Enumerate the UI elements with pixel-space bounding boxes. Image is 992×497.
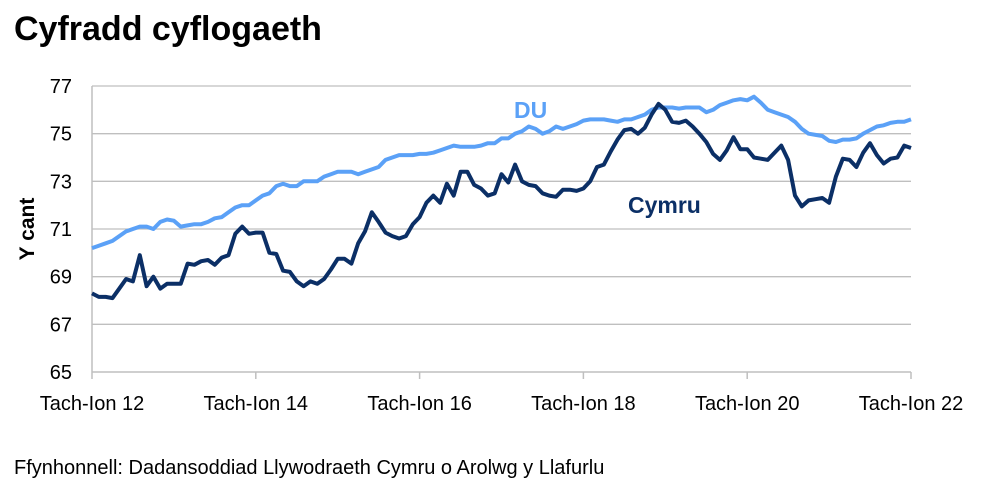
gridlines xyxy=(92,85,911,325)
source-note: Ffynhonnell: Dadansoddiad Llywodraeth Cy… xyxy=(14,457,605,479)
y-axis-label: Y cant xyxy=(16,198,39,261)
x-tick-label: Tach-Ion 12 xyxy=(40,393,145,415)
y-tick-labels: 65 67 69 71 73 75 77 xyxy=(50,76,72,384)
x-tick-label: Tach-Ion 16 xyxy=(367,393,472,415)
axes xyxy=(91,86,912,379)
series-line-du xyxy=(91,94,912,250)
y-tick-label: 71 xyxy=(50,219,72,241)
y-tick-label: 77 xyxy=(50,76,72,98)
y-tick-label: 67 xyxy=(50,314,72,336)
x-tick-labels: Tach-Ion 12 Tach-Ion 14 Tach-Ion 16 Tach-Io… xyxy=(40,393,964,415)
x-tick-label: Tach-Ion 22 xyxy=(859,393,964,415)
y-tick-label: 73 xyxy=(50,171,72,193)
series-label-du: DU xyxy=(514,97,547,123)
series-line-cymru xyxy=(91,101,912,301)
series-lines xyxy=(91,94,912,301)
series-label-cymru: Cymru xyxy=(628,192,701,218)
x-tick-label: Tach-Ion 14 xyxy=(204,393,309,415)
y-tick-label: 65 xyxy=(50,362,72,384)
y-tick-label: 69 xyxy=(50,267,72,289)
chart-title: Cyfradd cyflogaeth xyxy=(14,10,322,48)
x-tick-label: Tach-Ion 18 xyxy=(531,393,636,415)
x-tick-label: Tach-Ion 20 xyxy=(695,393,800,415)
y-tick-label: 75 xyxy=(50,124,72,146)
